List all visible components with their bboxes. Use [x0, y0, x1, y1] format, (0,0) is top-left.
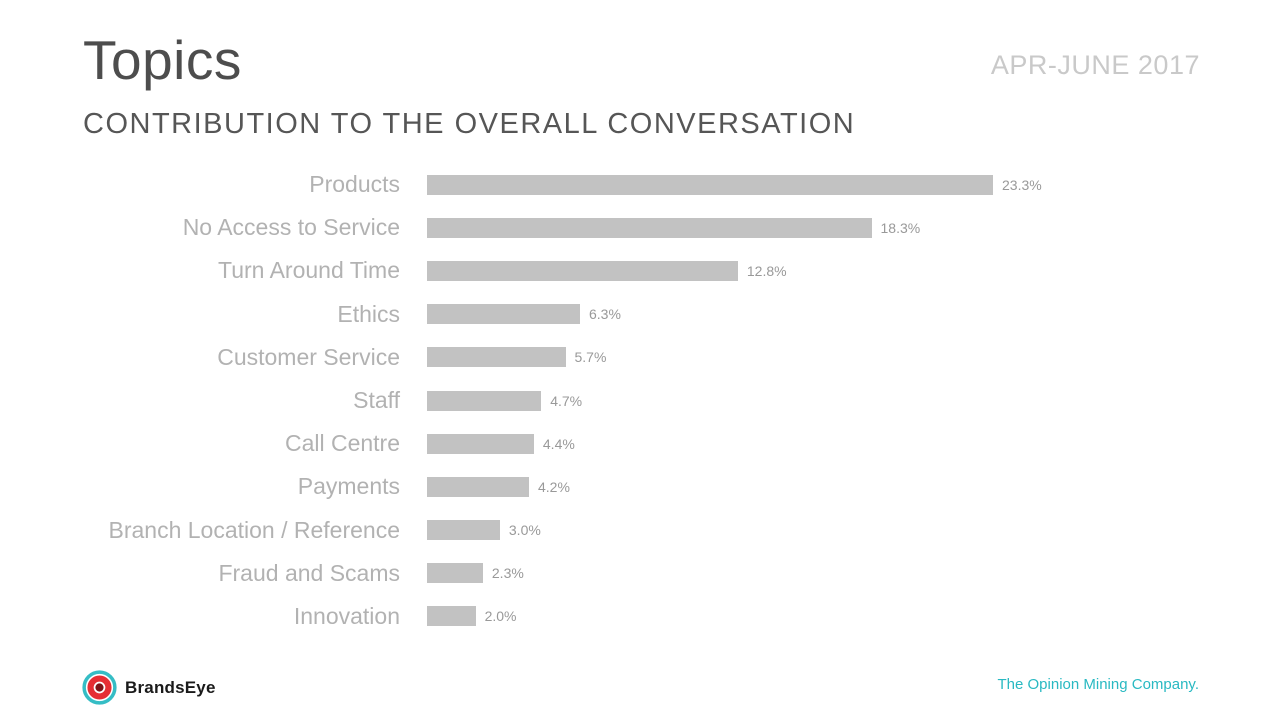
bar-area: 4.4% [427, 433, 575, 454]
bar-area: 6.3% [427, 304, 621, 325]
category-label: Staff [353, 387, 400, 414]
chart-row: Turn Around Time 12.8% [0, 249, 1280, 292]
bar-value-label: 23.3% [1002, 176, 1042, 193]
bar-area: 2.0% [427, 606, 517, 627]
bar-value-label: 6.3% [589, 306, 621, 323]
bar-value-label: 5.7% [574, 349, 607, 366]
bar-value-label: 2.0% [484, 608, 517, 625]
bar [427, 476, 529, 497]
bar-area: 2.3% [427, 563, 524, 584]
chart-subtitle: CONTRIBUTION TO THE OVERALL CONVERSATION [83, 108, 856, 140]
bar-area: 23.3% [427, 174, 1042, 195]
bar-area: 4.7% [427, 390, 583, 411]
bar-value-label: 4.4% [542, 435, 575, 452]
bar [427, 304, 580, 325]
bar [427, 174, 993, 195]
bar [427, 433, 534, 454]
bullseye-icon [82, 670, 117, 705]
category-label: Call Centre [284, 430, 400, 457]
category-label: Products [309, 171, 400, 198]
chart-row: Staff 4.7% [0, 379, 1280, 422]
bar-value-label: 12.8% [746, 262, 787, 279]
bar-area: 12.8% [427, 260, 787, 281]
company-tagline: The Opinion Mining Company. [997, 676, 1200, 693]
category-label: Innovation [293, 602, 400, 629]
report-period: APR-JUNE 2017 [990, 50, 1200, 80]
bar-value-label: 4.2% [538, 478, 570, 495]
bar-area: 3.0% [427, 520, 541, 541]
bar-value-label: 18.3% [880, 219, 921, 236]
bar [427, 520, 500, 541]
chart-row: Innovation 2.0% [0, 595, 1280, 638]
category-label: Fraud and Scams [218, 559, 400, 586]
category-label: Customer Service [217, 343, 400, 370]
chart-row: Branch Location / Reference 3.0% [0, 509, 1280, 552]
bar-value-label: 2.3% [491, 565, 524, 582]
category-label: Branch Location / Reference [108, 516, 400, 543]
brandseye-logo: BrandsEye [82, 670, 216, 705]
chart-row: Payments 4.2% [0, 465, 1280, 508]
bar [427, 563, 483, 584]
bar-value-label: 3.0% [508, 522, 541, 539]
chart-row: Customer Service 5.7% [0, 336, 1280, 379]
topics-bar-chart: Products 23.3% No Access to Service 18.3… [0, 163, 1280, 638]
chart-row: No Access to Service 18.3% [0, 206, 1280, 249]
category-label: No Access to Service [182, 214, 400, 241]
bar [427, 606, 476, 627]
bar [427, 260, 738, 281]
page-title: Topics [83, 29, 242, 91]
bar-area: 5.7% [427, 347, 607, 368]
bar-area: 18.3% [427, 217, 921, 238]
chart-row: Call Centre 4.4% [0, 422, 1280, 465]
category-label: Turn Around Time [218, 257, 400, 284]
bar [427, 217, 872, 238]
chart-row: Fraud and Scams 2.3% [0, 552, 1280, 595]
bar-value-label: 4.7% [550, 392, 583, 409]
bar-area: 4.2% [427, 476, 570, 497]
bar [427, 390, 542, 411]
category-label: Payments [297, 473, 400, 500]
category-label: Ethics [337, 300, 400, 327]
brand-name: BrandsEye [125, 677, 216, 697]
chart-row: Ethics 6.3% [0, 293, 1280, 336]
bar [427, 347, 566, 368]
chart-row: Products 23.3% [0, 163, 1280, 206]
